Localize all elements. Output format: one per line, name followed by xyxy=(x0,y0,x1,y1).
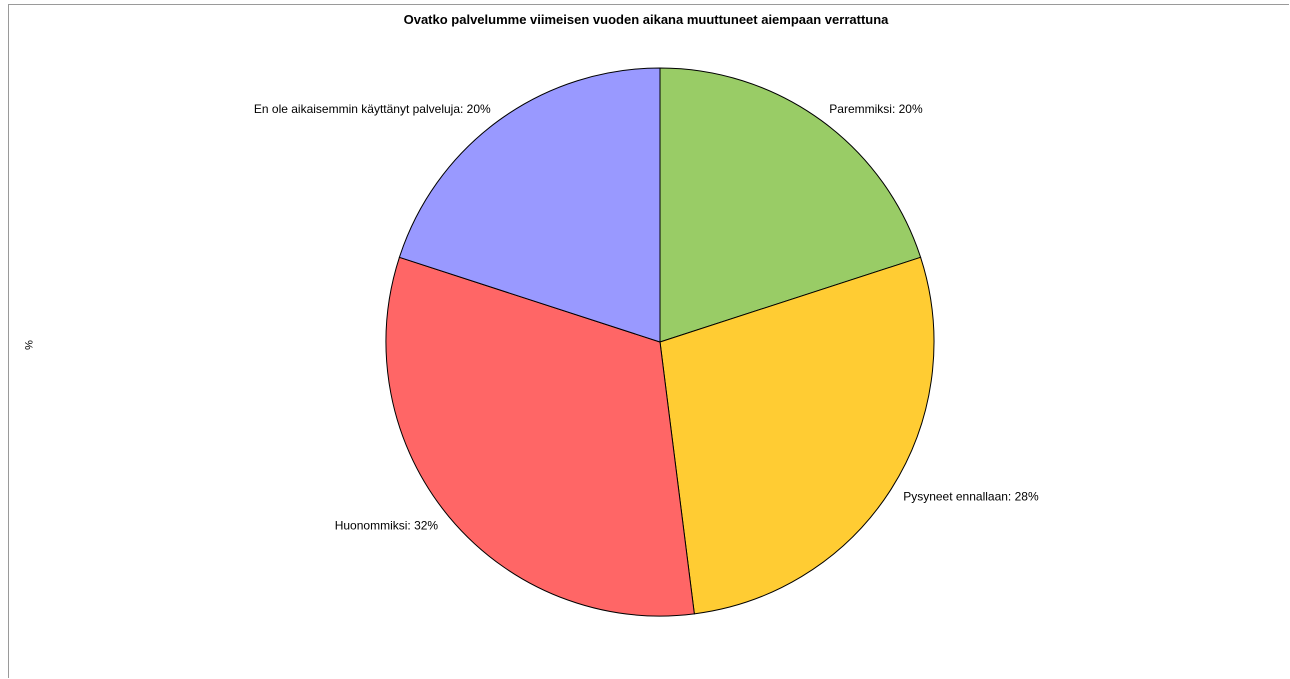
pie-slices xyxy=(385,67,935,617)
pie-slice-2 xyxy=(659,256,935,615)
pie-slice-3 xyxy=(385,256,695,617)
y-axis-label: % xyxy=(22,340,34,350)
pie-labels: Paremmiksi: 20% Pysyneet ennallaan: 28% Hu… xyxy=(254,102,1039,533)
slice-label-2: Pysyneet ennallaan: 28% xyxy=(903,489,1039,503)
pie-slice-4 xyxy=(398,67,661,343)
slice-label-3: Huonommiksi: 32% xyxy=(335,519,439,533)
slice-label-1: Paremmiksi: 20% xyxy=(829,102,923,116)
chart-title: Ovatko palvelumme viimeisen vuoden aikan… xyxy=(404,12,890,27)
slice-label-4: En ole aikaisemmin käyttänyt palveluja: … xyxy=(254,102,491,116)
pie-slice-1 xyxy=(659,67,922,343)
